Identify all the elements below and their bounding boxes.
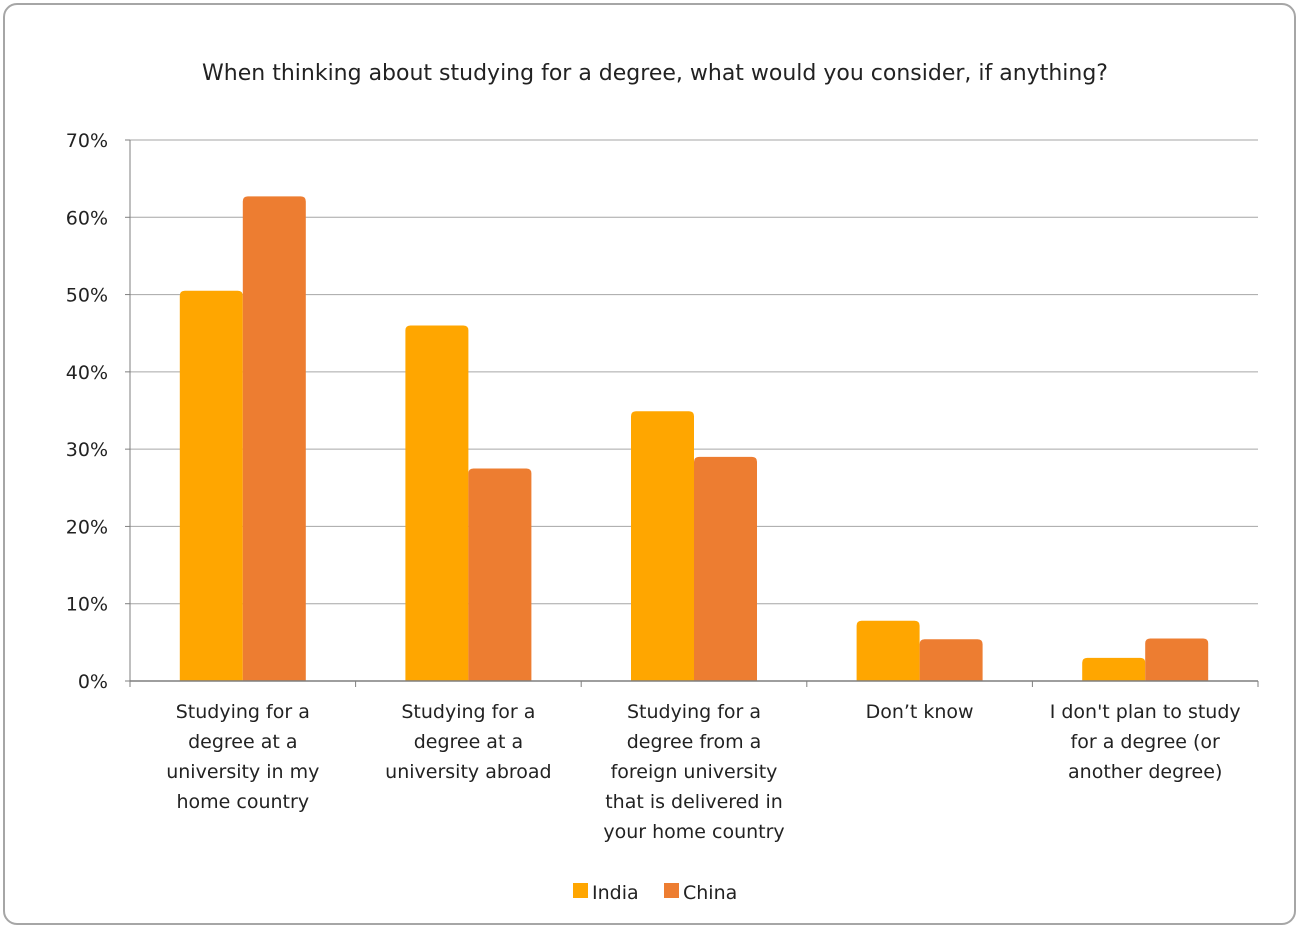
bar-india-3	[631, 411, 694, 681]
bar-china-5	[1145, 638, 1209, 681]
bar-china-2	[468, 468, 532, 681]
category-label: Studying for a degree at a university abro…	[385, 701, 551, 783]
chart-title: When thinking about studying for a degre…	[202, 61, 1108, 86]
category-label: Studying for a degree from a foreign unive…	[603, 701, 784, 843]
y-tick-label: 70%	[66, 130, 108, 152]
category-labels: Studying for a degree at a university in m…	[166, 701, 1240, 843]
y-tick-label: 60%	[66, 207, 108, 229]
gridlines	[130, 139, 1258, 605]
bar-india-1	[179, 290, 243, 681]
legend: India China	[573, 882, 737, 904]
category-label: Studying for a degree at a university in m…	[166, 701, 319, 813]
bar-china-3	[694, 456, 757, 681]
category-label: I don't plan to study for a degree (or ano…	[1050, 701, 1241, 783]
category-label: Don’t know	[866, 701, 974, 723]
y-axis-ticks: 0% 10% 20% 30% 40% 50% 60% 70%	[66, 130, 131, 693]
y-tick-label: 10%	[66, 594, 108, 616]
y-tick-label: 40%	[66, 362, 108, 384]
bar-india-2	[405, 325, 469, 681]
y-tick-label: 50%	[66, 285, 108, 307]
y-tick-label: 30%	[66, 439, 108, 461]
legend-swatch-china	[664, 883, 679, 898]
bar-india-4	[856, 620, 920, 681]
bar-india-5	[1082, 657, 1146, 681]
legend-swatch-india	[573, 883, 588, 898]
legend-label-china: China	[683, 882, 737, 904]
legend-label-india: India	[592, 882, 639, 904]
y-tick-label: 20%	[66, 516, 108, 538]
bar-china-1	[242, 196, 306, 681]
bars	[179, 196, 1209, 681]
bar-china-4	[919, 639, 983, 681]
y-tick-label: 0%	[78, 671, 108, 693]
x-axis	[129, 680, 1259, 687]
